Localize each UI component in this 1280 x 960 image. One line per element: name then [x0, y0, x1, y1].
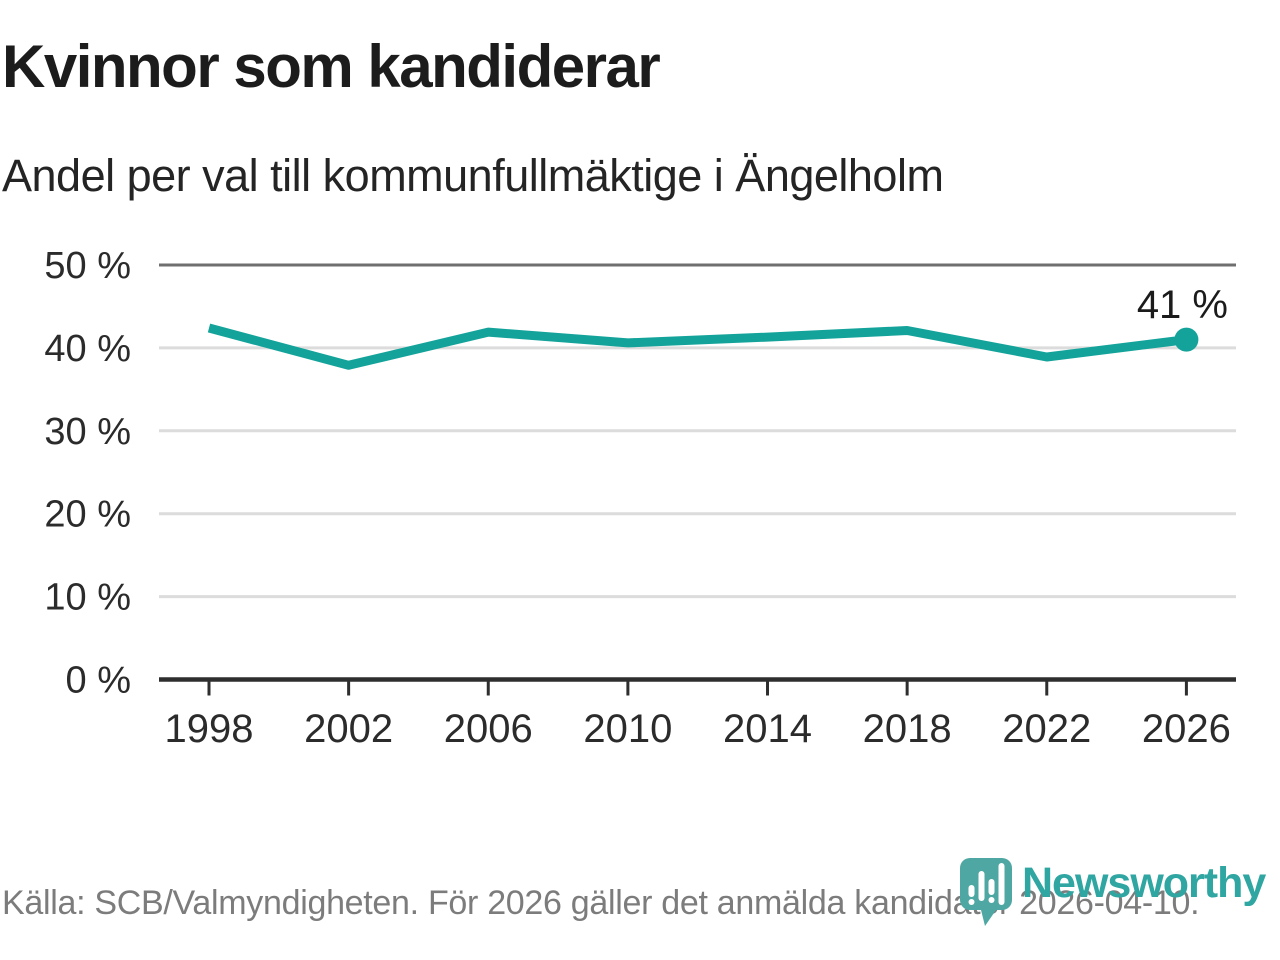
y-axis-label: 50 % [44, 245, 131, 287]
end-point-label: 41 % [1137, 283, 1228, 327]
newsworthy-bubble-chart-icon [960, 858, 1012, 926]
x-axis-label: 1998 [165, 707, 254, 751]
y-axis-label: 10 % [44, 577, 131, 619]
bar-chart-glyph [968, 863, 1005, 905]
x-axis-label: 2002 [304, 707, 393, 751]
glyph-dot [968, 899, 975, 905]
end-point-marker [1174, 327, 1199, 352]
y-axis-label: 40 % [44, 328, 131, 370]
trend-line [207, 323, 1187, 370]
x-axis-label: 2010 [583, 707, 672, 751]
brand-wordmark: Newsworthy [1022, 859, 1266, 907]
page-title: Kvinnor som kandiderar [2, 33, 661, 100]
y-axis-label: 0 % [66, 660, 131, 702]
page-subtitle: Andel per val till kommunfullmäktige i Ä… [2, 150, 944, 201]
glyph-dot [988, 897, 995, 903]
x-axis-label: 2014 [723, 707, 812, 751]
x-axis-label: 2018 [863, 707, 952, 751]
x-axis-label: 2022 [1002, 707, 1091, 751]
x-axis-label: 2026 [1142, 707, 1231, 751]
newsworthy-logo: Newsworthy [960, 858, 1266, 926]
y-axis-label: 20 % [44, 494, 131, 536]
y-axis-label: 30 % [44, 411, 131, 453]
x-axis-label: 2006 [444, 707, 533, 751]
